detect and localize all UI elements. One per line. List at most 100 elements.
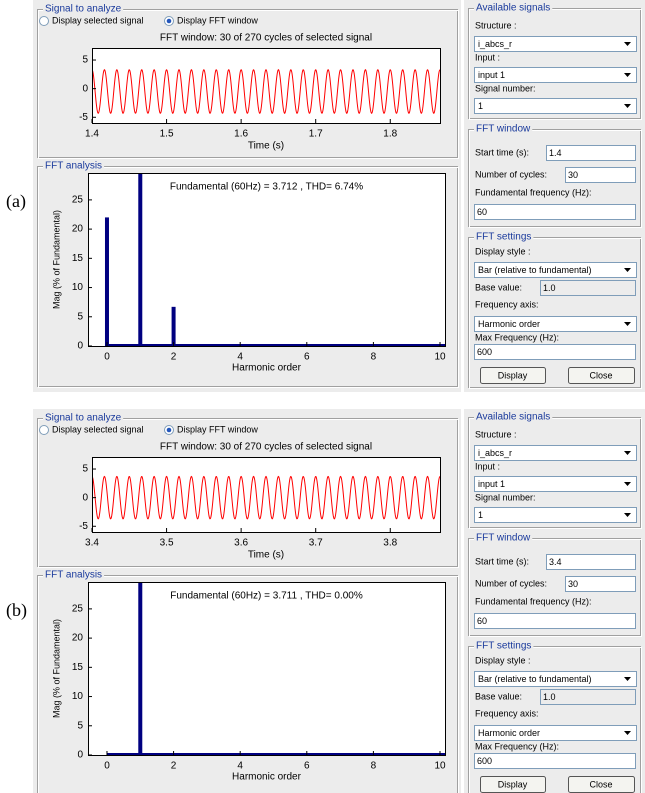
edit-box[interactable] — [546, 554, 636, 570]
edit-box — [540, 280, 636, 296]
edit-box[interactable] — [546, 145, 636, 161]
group-title-bg — [43, 3, 124, 15]
radio-button[interactable] — [39, 16, 49, 26]
panel-label: (a) — [6, 191, 26, 212]
radio-label: Display FFT window — [177, 424, 258, 434]
x-axis-label: Harmonic order — [232, 772, 302, 783]
y-axis-label: Mag (% of Fundamental) — [51, 210, 61, 309]
group-highlight — [38, 576, 459, 793]
field-label: Input : — [475, 52, 500, 62]
dropdown[interactable] — [474, 98, 637, 114]
x-tick-label: 10 — [434, 352, 446, 363]
button[interactable] — [480, 367, 546, 384]
group-title-bg — [474, 2, 553, 14]
button-label: Close — [589, 779, 612, 789]
button-label: Display — [498, 779, 528, 789]
y-tick-label: -5 — [79, 521, 88, 532]
y-tick-label: 0 — [82, 492, 88, 503]
y-tick-label: 25 — [72, 195, 84, 206]
y-tick-label: 25 — [72, 604, 84, 615]
field-label: Number of cycles: — [475, 169, 547, 179]
dropdown-value: Bar (relative to fundamental) — [478, 265, 592, 275]
button-label: Display — [498, 370, 528, 380]
group-title-bg — [43, 412, 124, 424]
plot-area — [92, 48, 440, 123]
edit-box[interactable] — [474, 753, 636, 769]
bar — [104, 217, 109, 346]
radio-dot — [166, 427, 172, 433]
dropdown[interactable] — [474, 67, 637, 83]
y-tick-label: 20 — [72, 224, 84, 235]
group-title: Signal to analyze — [45, 4, 122, 15]
edit-value: 600 — [477, 756, 492, 766]
chart-title: Fundamental (60Hz) = 3.712 , THD= 6.74% — [170, 182, 363, 193]
field-label: Start time (s): — [475, 147, 529, 157]
x-tick-label: 6 — [304, 761, 310, 772]
radio-button[interactable] — [39, 425, 49, 435]
group-title: FFT settings — [476, 641, 531, 652]
dropdown[interactable] — [474, 476, 637, 492]
group-highlight — [38, 419, 459, 568]
y-tick-label: 0 — [82, 83, 88, 94]
plot-frame — [88, 173, 446, 347]
group-border — [468, 646, 641, 793]
dropdown[interactable] — [474, 507, 637, 523]
chart-title: FFT window: 30 of 270 cycles of selected… — [160, 442, 372, 453]
group-title: FFT window — [476, 533, 531, 544]
dropdown[interactable] — [474, 316, 637, 332]
dropdown-arrow — [624, 482, 631, 486]
dropdown-arrow — [624, 268, 631, 272]
button[interactable] — [568, 367, 635, 384]
dropdown-arrow — [624, 731, 631, 735]
dropdown[interactable] — [474, 671, 637, 687]
dropdown[interactable] — [474, 262, 637, 278]
group-highlight — [469, 9, 642, 120]
edit-box[interactable] — [474, 613, 636, 629]
y-tick-label: 15 — [72, 253, 84, 264]
edit-box[interactable] — [565, 576, 636, 592]
field-label: Signal number: — [475, 492, 536, 502]
edit-box[interactable] — [474, 344, 636, 360]
dropdown-arrow — [624, 42, 631, 46]
x-tick-label: 1.7 — [309, 129, 323, 140]
group-title-bg — [43, 160, 105, 172]
x-tick-label: 2 — [171, 352, 177, 363]
y-tick-label: 0 — [77, 341, 83, 352]
group-title: FFT analysis — [45, 570, 102, 581]
plot-area — [88, 173, 445, 346]
plot-frame — [92, 48, 441, 124]
dropdown-arrow — [624, 104, 631, 108]
group-border — [468, 8, 641, 119]
x-axis-label: Harmonic order — [232, 363, 302, 374]
edit-box — [540, 689, 636, 705]
dropdown-value: i_abcs_r — [478, 448, 512, 458]
group-border — [37, 418, 458, 567]
edit-value: 3.4 — [549, 557, 562, 567]
group-border — [37, 575, 458, 793]
edit-box[interactable] — [565, 167, 636, 183]
group-title-bg — [474, 231, 534, 243]
edit-value: 30 — [568, 170, 578, 180]
edit-value: 60 — [477, 207, 487, 217]
group-title: FFT window — [476, 124, 531, 135]
plot-frame — [88, 582, 446, 756]
y-tick-label: 5 — [82, 55, 88, 66]
dropdown[interactable] — [474, 725, 637, 741]
dropdown[interactable] — [474, 36, 637, 52]
dropdown-value: input 1 — [478, 70, 505, 80]
group-border — [37, 166, 458, 387]
plot-frame — [92, 457, 441, 533]
plot-area — [88, 582, 445, 755]
dropdown[interactable] — [474, 445, 637, 461]
chart-title: FFT window: 30 of 270 cycles of selected… — [160, 33, 372, 44]
group-title: Available signals — [476, 412, 550, 423]
group-border — [468, 237, 641, 388]
y-tick-label: 20 — [72, 633, 84, 644]
y-tick-label: 15 — [72, 662, 84, 673]
dropdown-arrow — [624, 322, 631, 326]
plot-area — [92, 457, 440, 532]
edit-box[interactable] — [474, 204, 636, 220]
chart-title: Fundamental (60Hz) = 3.711 , THD= 0.00% — [170, 591, 363, 602]
